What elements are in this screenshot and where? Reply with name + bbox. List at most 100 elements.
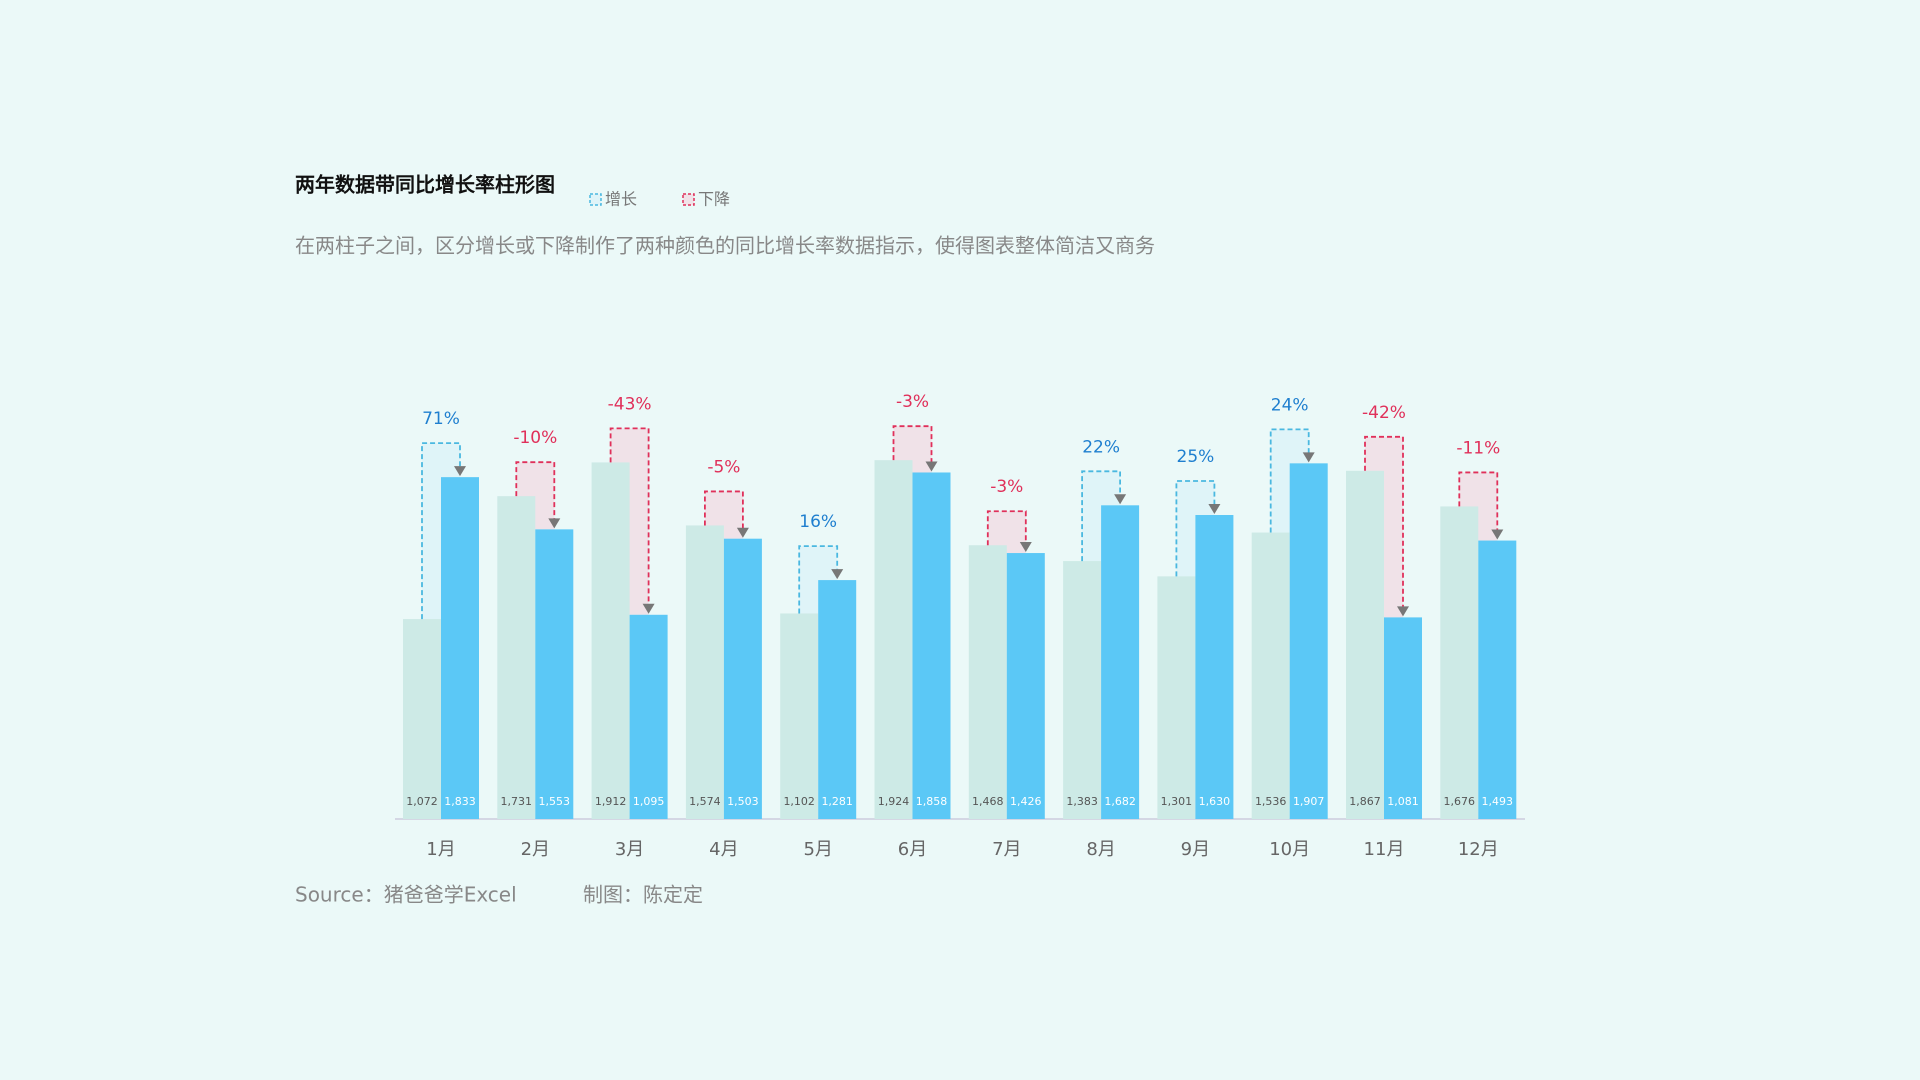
change-label: 16% [799,512,837,532]
value-label: 1,081 [1387,795,1419,808]
bar [441,477,479,819]
value-label: 1,095 [633,795,665,808]
bar [1195,515,1234,819]
change-arrow [736,527,749,538]
change-arrow [1019,542,1032,553]
value-label: 1,468 [972,795,1004,808]
change-label: 22% [1082,437,1120,457]
change-arrow [1397,606,1409,617]
credit: 制图：陈定定 [583,883,703,907]
change-arrow [925,461,938,472]
x-tick-label: 4月 [709,839,738,860]
value-label: 1,924 [878,795,910,808]
change-label: -3% [896,392,929,412]
bar [629,614,668,819]
x-tick-label: 3月 [615,839,644,860]
change-label: -11% [1456,438,1500,458]
value-label: 1,281 [821,795,853,808]
change-label: -3% [990,477,1023,497]
value-label: 1,383 [1066,795,1098,808]
value-label: 1,493 [1482,795,1514,808]
bar [1440,506,1479,819]
change-indicator [1175,480,1216,577]
x-tick-label: 7月 [992,839,1021,860]
bar [780,613,819,819]
value-label: 1,867 [1349,795,1381,808]
change-indicator [1458,471,1499,532]
bar [1006,553,1045,819]
bar [685,525,724,819]
legend-label: 增长 [605,190,637,209]
change-indicator [892,425,933,464]
change-arrow [548,518,561,529]
value-label: 1,503 [727,795,759,808]
change-label: -42% [1362,403,1406,423]
change-arrow [1302,452,1315,463]
x-tick-label: 12月 [1458,839,1499,860]
x-tick-label: 6月 [898,839,927,860]
value-label: 1,630 [1199,795,1231,808]
value-label: 1,907 [1293,795,1325,808]
bar [818,580,857,819]
change-arrow [454,466,466,477]
change-label: 71% [422,409,460,429]
x-tick-label: 8月 [1086,839,1115,860]
legend-swatch [682,193,695,206]
x-tick-label: 11月 [1364,839,1405,860]
change-indicator [421,442,461,620]
bar [1101,505,1140,819]
change-indicator [1081,470,1121,562]
change-indicator [704,490,744,530]
change-label: -10% [513,428,557,448]
change-indicator [515,461,556,521]
bar [1384,617,1422,819]
bar [1063,561,1102,819]
x-tick-label: 1月 [426,839,455,860]
bar [1289,463,1328,819]
value-label: 1,731 [501,795,533,808]
value-label: 1,676 [1444,795,1476,808]
change-arrow [1208,504,1221,515]
value-label: 1,553 [539,795,571,808]
bar [1251,532,1290,819]
value-label: 1,833 [444,795,476,808]
bar [497,496,536,819]
legend-label: 下降 [698,190,730,209]
bar [535,529,574,819]
value-label: 1,912 [595,795,627,808]
value-label: 1,072 [406,795,438,808]
change-label: -43% [608,394,652,414]
bar [912,472,951,819]
change-arrow [642,603,655,614]
change-label: 25% [1177,447,1215,467]
change-arrow [1491,529,1504,540]
change-label: 24% [1271,395,1309,415]
x-tick-label: 2月 [521,839,550,860]
source: Source：猪爸爸学Excel [295,883,517,907]
change-arrow [831,569,844,580]
value-label: 1,536 [1255,795,1287,808]
bar [1157,576,1196,819]
value-label: 1,301 [1161,795,1193,808]
change-indicator [609,427,650,606]
value-label: 1,426 [1010,795,1042,808]
chart-subtitle: 在两柱子之间，区分增长或下降制作了两种颜色的同比增长率数据指示，使得图表整体简洁… [295,234,1155,258]
chart-title: 两年数据带同比增长率柱形图 [295,173,555,197]
change-indicator [986,510,1027,546]
value-label: 1,574 [689,795,721,808]
change-arrow [1114,494,1127,505]
change-label: -5% [707,457,740,477]
value-label: 1,682 [1104,795,1136,808]
x-tick-label: 10月 [1269,839,1310,860]
bar [1478,540,1517,819]
bar [403,619,441,819]
change-indicator [1269,428,1310,533]
value-label: 1,858 [916,795,948,808]
bar [874,460,913,819]
bar [968,545,1007,819]
bar [591,462,630,819]
legend-swatch [589,193,602,206]
value-label: 1,102 [783,795,815,808]
